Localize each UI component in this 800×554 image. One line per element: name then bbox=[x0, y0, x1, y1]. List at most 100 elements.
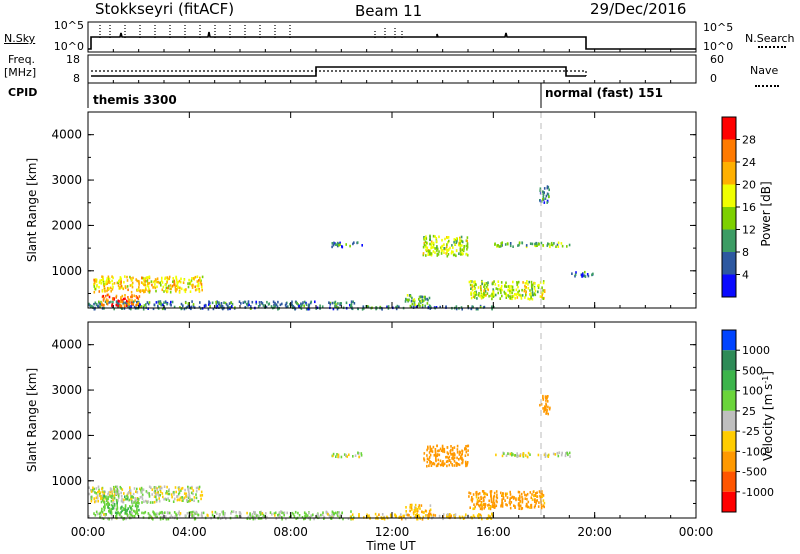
data-cell bbox=[480, 501, 483, 504]
data-cell bbox=[575, 271, 577, 274]
data-cell bbox=[166, 276, 169, 279]
data-cell bbox=[485, 282, 488, 285]
data-cell bbox=[249, 307, 252, 310]
data-cell bbox=[101, 275, 103, 278]
data-cell bbox=[188, 282, 191, 285]
data-cell bbox=[187, 285, 190, 289]
data-cell bbox=[345, 301, 348, 305]
nave-trace-end bbox=[566, 70, 587, 76]
data-cell bbox=[352, 242, 354, 246]
data-cell bbox=[168, 499, 171, 502]
data-cell bbox=[533, 282, 536, 285]
data-cell bbox=[428, 250, 430, 253]
data-cell bbox=[482, 490, 485, 493]
data-cell bbox=[129, 486, 131, 489]
data-cell bbox=[331, 510, 334, 514]
data-cell bbox=[236, 515, 239, 518]
data-cell bbox=[178, 279, 181, 283]
data-cell bbox=[483, 495, 486, 499]
data-cell bbox=[350, 510, 352, 513]
data-cell bbox=[536, 495, 539, 498]
data-cell bbox=[518, 507, 520, 510]
data-cell bbox=[525, 292, 527, 295]
data-cell bbox=[161, 307, 164, 311]
data-cell bbox=[531, 287, 533, 291]
data-cell bbox=[473, 296, 476, 299]
data-cell bbox=[337, 244, 339, 248]
data-cell bbox=[232, 510, 235, 513]
data-cell bbox=[191, 514, 193, 518]
data-cell bbox=[461, 248, 464, 252]
data-cell bbox=[509, 493, 512, 496]
data-cell bbox=[239, 511, 242, 515]
data-cell bbox=[483, 305, 486, 309]
data-cell bbox=[142, 282, 144, 285]
data-cell bbox=[482, 499, 485, 503]
data-cell bbox=[321, 305, 324, 308]
data-cell bbox=[260, 510, 262, 514]
data-cell bbox=[509, 503, 511, 506]
data-cell bbox=[156, 487, 158, 490]
data-cell bbox=[462, 252, 464, 256]
data-cell bbox=[173, 305, 176, 309]
data-cell bbox=[358, 455, 360, 459]
data-cell bbox=[524, 497, 527, 500]
data-cell bbox=[90, 496, 92, 499]
data-cell bbox=[91, 489, 94, 492]
data-cell bbox=[151, 283, 153, 287]
data-cell bbox=[410, 299, 413, 303]
data-cell bbox=[125, 517, 127, 521]
data-cell bbox=[428, 512, 430, 516]
data-cell bbox=[540, 200, 543, 203]
data-cell bbox=[124, 508, 126, 511]
data-cell bbox=[140, 305, 143, 308]
data-cell bbox=[251, 300, 254, 304]
data-cell bbox=[100, 278, 103, 282]
data-cell bbox=[506, 492, 508, 496]
colorbar-segment bbox=[722, 390, 736, 411]
data-cell bbox=[521, 495, 523, 499]
data-cell bbox=[441, 446, 444, 449]
data-cell bbox=[98, 285, 100, 289]
y-tick-label: 1000 bbox=[51, 264, 82, 278]
data-cell bbox=[475, 495, 478, 499]
data-cell bbox=[457, 463, 460, 466]
data-cell bbox=[510, 501, 513, 504]
data-cell bbox=[126, 299, 128, 303]
data-cell bbox=[99, 511, 102, 515]
data-cell bbox=[348, 453, 350, 457]
data-cell bbox=[136, 510, 138, 514]
colorbar-segment bbox=[722, 410, 736, 432]
data-cell bbox=[148, 495, 151, 498]
data-cell bbox=[465, 447, 467, 451]
data-cell bbox=[406, 294, 409, 297]
data-cell bbox=[542, 297, 544, 300]
data-cell bbox=[126, 279, 129, 282]
data-cell bbox=[223, 515, 226, 519]
data-cell bbox=[477, 294, 480, 297]
data-cell bbox=[470, 307, 473, 311]
data-cell bbox=[542, 190, 544, 193]
data-cell bbox=[109, 493, 111, 497]
data-cell bbox=[537, 453, 540, 457]
data-cell bbox=[446, 515, 448, 519]
data-cell bbox=[351, 513, 354, 516]
data-cell bbox=[165, 286, 168, 290]
data-cell bbox=[116, 507, 119, 510]
y-tick-label: 4000 bbox=[51, 128, 82, 142]
data-cell bbox=[470, 296, 473, 300]
data-cell bbox=[547, 242, 549, 245]
data-cell bbox=[224, 301, 227, 305]
data-cell bbox=[126, 497, 128, 501]
data-cell bbox=[470, 498, 473, 502]
data-cell bbox=[476, 501, 478, 505]
data-cell bbox=[458, 241, 460, 245]
data-cell bbox=[512, 280, 514, 284]
data-cell bbox=[102, 280, 105, 284]
data-cell bbox=[190, 307, 192, 311]
data-cell bbox=[500, 503, 503, 507]
data-cell bbox=[274, 301, 276, 305]
data-cell bbox=[445, 247, 448, 251]
data-cell bbox=[137, 288, 139, 291]
data-cell bbox=[529, 491, 532, 494]
